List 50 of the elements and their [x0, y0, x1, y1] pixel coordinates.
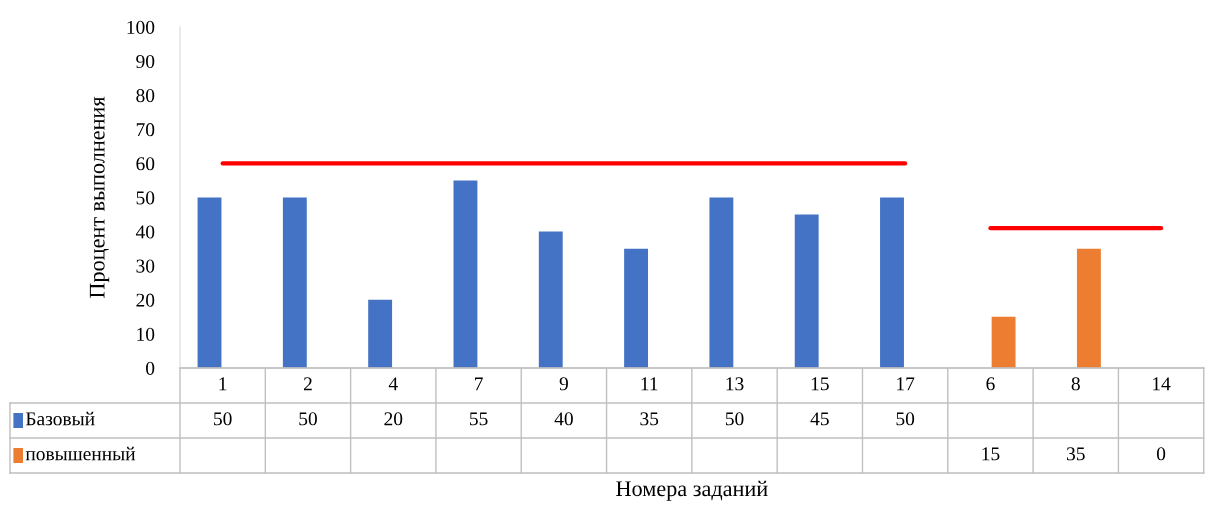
y-tick-label: 60 [136, 157, 155, 171]
bar [709, 197, 734, 368]
x-tick-label: 17 [897, 377, 915, 391]
data-label: 50 [214, 412, 232, 426]
y-tick-label: 100 [127, 20, 155, 34]
y-tick-label: 10 [137, 327, 155, 341]
data-label: 0 [1156, 447, 1166, 461]
bar [880, 197, 904, 368]
data-label: 35 [1066, 447, 1085, 461]
bar [538, 231, 563, 368]
x-tick-label: 9 [559, 377, 568, 391]
x-tick-label: 11 [641, 377, 658, 391]
data-label: 15 [982, 447, 1000, 461]
data-label: 50 [896, 412, 915, 426]
data-label: 45 [810, 412, 829, 426]
bar [1076, 248, 1101, 368]
x-tick-label: 4 [388, 377, 398, 391]
bar [991, 316, 1016, 368]
data-label: 50 [725, 412, 744, 426]
x-tick-label: 6 [986, 377, 995, 391]
y-axis-title: Процент выполнения [89, 96, 110, 298]
x-tick-label: 8 [1071, 377, 1080, 391]
data-label: 55 [470, 412, 488, 426]
data-label: 35 [640, 412, 659, 426]
y-tick-label: 20 [136, 293, 155, 307]
y-tick-label: 0 [146, 361, 155, 375]
bar [368, 299, 393, 368]
data-label: 40 [554, 412, 573, 426]
x-tick-label: 2 [303, 377, 312, 391]
legend-label: Базовый [25, 411, 95, 426]
bar [624, 248, 649, 368]
y-tick-label: 70 [136, 123, 155, 137]
y-tick-label: 40 [135, 225, 155, 239]
x-tick-label: 14 [1153, 377, 1171, 391]
data-label: 20 [384, 412, 403, 426]
x-tick-label: 7 [475, 377, 483, 391]
x-tick-label: 1 [219, 377, 227, 391]
y-tick-label: 90 [136, 54, 155, 69]
y-tick-label: 50 [136, 191, 155, 205]
legend-label: повышенный [25, 446, 136, 461]
bar [282, 197, 307, 368]
y-tick-label: 80 [136, 89, 155, 103]
bar [453, 180, 478, 368]
x-tick-label: 15 [811, 377, 829, 391]
bar [794, 214, 819, 368]
x-axis-title: Номера заданий [616, 480, 768, 501]
data-label: 50 [299, 412, 317, 426]
y-tick-label: 30 [136, 259, 155, 273]
bar [197, 197, 222, 368]
x-tick-label: 13 [726, 377, 744, 391]
